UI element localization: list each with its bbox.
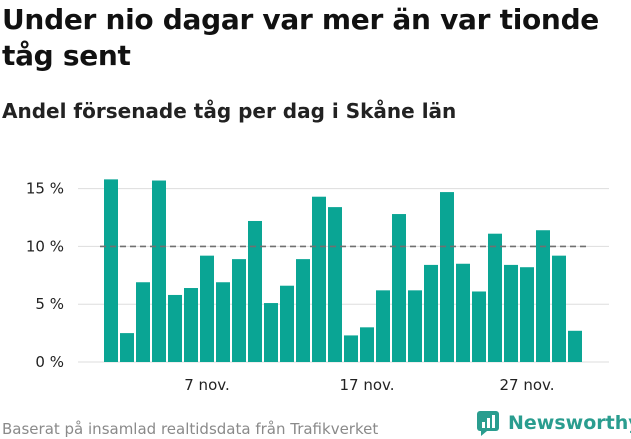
x-tick-label: 27 nov. (499, 376, 554, 394)
bar (104, 179, 118, 362)
chart-subtitle: Andel försenade tåg per dag i Skåne län (2, 99, 457, 123)
brand-name: Newsworthy (508, 412, 631, 434)
bar (120, 333, 134, 362)
y-axis-tick-labels: 0 % 5 % 10 % 15 % (26, 180, 64, 371)
bar (136, 282, 150, 362)
source-note: Baserat på insamlad realtidsdata från Tr… (2, 420, 379, 438)
bar (248, 220, 262, 362)
bar (392, 214, 406, 362)
y-tick-label: 10 % (26, 237, 64, 255)
bar (488, 233, 502, 362)
bar (408, 290, 422, 362)
y-tick-label: 0 % (35, 353, 64, 371)
bar (184, 288, 198, 362)
x-axis-tick-labels: 7 nov. 17 nov. 27 nov. (184, 376, 554, 394)
bar (216, 282, 230, 362)
bar (200, 255, 214, 362)
newsworthy-logo-icon (477, 411, 499, 436)
bar (376, 290, 390, 362)
bar (520, 267, 534, 362)
bar (440, 192, 454, 362)
bar (312, 196, 326, 362)
y-tick-label: 5 % (35, 295, 64, 313)
bar (360, 327, 374, 362)
bar-series (104, 179, 582, 362)
bar (424, 264, 438, 362)
brand-logo: Newsworthy (476, 409, 631, 437)
bar (296, 259, 310, 362)
bar (280, 285, 294, 362)
bar (504, 264, 518, 362)
bar (552, 255, 566, 362)
bar (328, 207, 342, 362)
chart-title: Under nio dagar var mer än var tionde tå… (2, 3, 599, 72)
bar (536, 230, 550, 362)
bar (152, 180, 166, 362)
x-tick-label: 17 nov. (339, 376, 394, 394)
bar (344, 335, 358, 362)
bar (568, 330, 582, 362)
y-tick-label: 15 % (26, 180, 64, 198)
bar-chart: 0 % 5 % 10 % 15 % 7 nov. 17 nov. 27 nov. (26, 179, 609, 394)
bar (472, 291, 486, 362)
bar (168, 294, 182, 362)
bar (232, 259, 246, 362)
bar (264, 303, 278, 362)
x-tick-label: 7 nov. (184, 376, 229, 394)
bar (456, 263, 470, 362)
